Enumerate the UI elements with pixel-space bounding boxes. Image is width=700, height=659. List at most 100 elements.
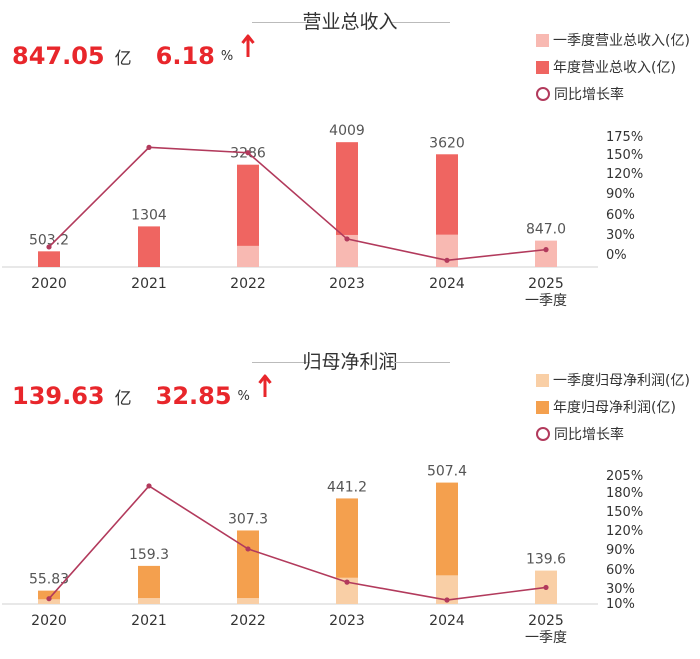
bar-q1: [237, 245, 259, 267]
bar-q1: [138, 598, 160, 604]
x-tick-label: 2025: [528, 276, 564, 292]
legend-ring-icon: [536, 427, 550, 441]
y2-tick-label: 30%: [606, 582, 635, 597]
bar-annual: [336, 498, 358, 604]
bar-q1: [336, 234, 358, 267]
bar-value-label: 307.3: [228, 511, 268, 527]
x-tick-label: 2021: [131, 613, 167, 629]
bar-annual: [237, 530, 259, 604]
legend-swatch: [536, 33, 549, 47]
y2-tick-label: 60%: [606, 563, 635, 578]
y2-tick-label: 90%: [606, 187, 635, 202]
yoy-line: [48, 484, 547, 601]
legend: 一季度归母净利润(亿) 年度归母净利润(亿) 同比增长率: [536, 372, 690, 453]
profit-panel: 归母净利润 139.63 亿 32.85% 一季度归母净利润(亿) 年度归母净利润(…: [0, 340, 700, 659]
y2-tick-label: 175%: [606, 130, 643, 145]
headline: 139.63 亿 32.85%: [12, 374, 272, 418]
bar-q1: [535, 240, 557, 267]
x-tick-label: 2024: [429, 613, 465, 629]
panel-title-row: 归母净利润: [0, 348, 700, 376]
bar-value-label: 507.4: [427, 464, 467, 480]
x-tick-label: 2022: [230, 276, 266, 292]
yoy-point: [146, 144, 152, 150]
yoy-point: [444, 597, 450, 603]
title-divider-right: [392, 362, 450, 363]
legend-item-annual: 年度营业总收入(亿): [536, 59, 690, 86]
headline-growth: 32.85: [155, 382, 232, 410]
y2-tick-label: 150%: [606, 505, 643, 520]
title-divider-left: [252, 22, 310, 23]
panel-title: 营业总收入: [302, 11, 398, 33]
bar-annual: [138, 565, 160, 604]
headline-unit: 亿: [114, 48, 132, 69]
legend-item-q1: 一季度营业总收入(亿): [536, 32, 690, 59]
legend-ring-icon: [536, 87, 550, 101]
bar-value-label: 441.2: [327, 479, 367, 495]
legend-item-yoy: 同比增长率: [536, 86, 690, 113]
x-tick-label: 2023: [329, 276, 365, 292]
y2-tick-label: 90%: [606, 543, 635, 558]
revenue-chart: 503.220201304202132862022400920233620202…: [2, 123, 643, 309]
legend-swatch: [536, 60, 549, 74]
headline-growth-unit: %: [220, 48, 234, 64]
title-divider-right: [392, 22, 450, 23]
headline-value: 139.63: [12, 382, 105, 410]
x-tick-label: 2021: [131, 276, 167, 292]
yoy-point: [245, 546, 251, 552]
panel-title: 归母净利润: [302, 351, 398, 373]
headline-growth-unit: %: [237, 388, 250, 404]
bar-q1: [336, 577, 358, 604]
x-tick-label: 2022: [230, 613, 266, 629]
x-tick-label: 2025: [528, 613, 564, 629]
bar-q1: [38, 599, 60, 604]
yoy-point: [46, 244, 52, 250]
bar-value-label: 4009: [329, 123, 365, 139]
legend-label: 同比增长率: [554, 87, 624, 103]
yoy-point: [444, 257, 450, 263]
y2-tick-label: 10%: [606, 597, 635, 612]
legend-item-yoy: 同比增长率: [536, 426, 690, 453]
legend-label: 一季度营业总收入(亿): [553, 33, 690, 49]
headline: 847.05 亿 6.18%: [12, 34, 255, 78]
bar-annual: [436, 482, 458, 604]
profit-chart: 55.83 2020 159.3 2021 307.3 2022 441.2 2023 507.…: [2, 464, 643, 646]
headline-unit: 亿: [114, 388, 132, 409]
bar-q1: [436, 575, 458, 604]
yoy-point: [344, 579, 350, 585]
bar-q1: [237, 598, 259, 604]
panel-title-row: 营业总收入: [0, 8, 700, 36]
headline-value: 847.05: [12, 42, 105, 70]
bar-value-label: 1304: [131, 207, 167, 223]
headline-growth: 6.18: [155, 42, 215, 70]
legend-label: 年度营业总收入(亿): [553, 60, 676, 76]
y2-tick-label: 30%: [606, 228, 635, 243]
yoy-point: [543, 247, 549, 253]
bar-annual: [237, 164, 259, 267]
x-tick-label: 2023: [329, 613, 365, 629]
legend-label: 同比增长率: [554, 427, 624, 443]
y2-tick-label: 150%: [606, 148, 643, 163]
yoy-point: [46, 596, 52, 602]
y2-tick-label: 180%: [606, 486, 643, 501]
y2-tick-label: 205%: [606, 469, 643, 484]
yoy-point: [344, 236, 350, 242]
bar-annual: [138, 226, 160, 267]
legend-swatch: [536, 400, 549, 414]
yoy-point: [245, 150, 251, 156]
bar-value-label: 55.83: [29, 572, 69, 588]
yoy-line: [48, 146, 547, 262]
legend-label: 年度归母净利润(亿): [553, 400, 676, 416]
bar-value-label: 139.6: [526, 552, 566, 568]
title-divider-left: [252, 362, 310, 363]
y2-tick-label: 120%: [606, 524, 643, 539]
revenue-panel: 营业总收入 847.05 亿 6.18% 一季度营业总收入(亿) 年度营业总收入(亿…: [0, 0, 700, 320]
up-arrow-icon: [258, 374, 272, 402]
x-tick-label: 2020: [31, 276, 67, 292]
legend-swatch: [536, 373, 549, 387]
x-tick-label: 2024: [429, 276, 465, 292]
legend-item-q1: 一季度归母净利润(亿): [536, 372, 690, 399]
yoy-point: [146, 483, 152, 489]
bar-value-label: 159.3: [129, 547, 169, 563]
y2-tick-label: 120%: [606, 167, 643, 182]
yoy-point: [543, 584, 549, 591]
